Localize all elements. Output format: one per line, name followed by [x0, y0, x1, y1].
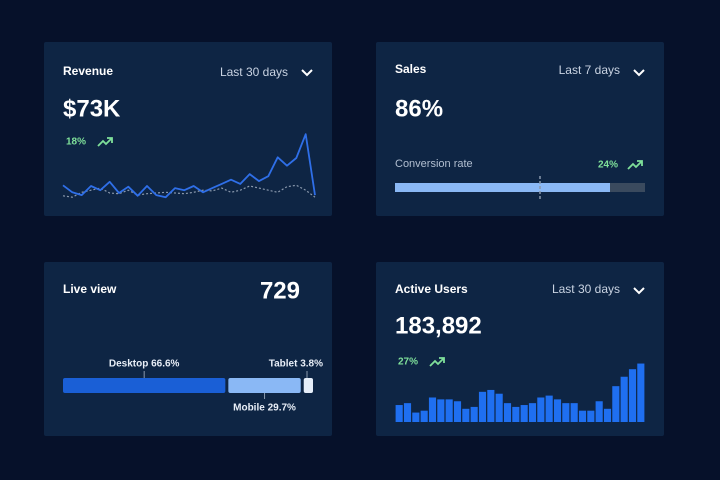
bar	[503, 403, 512, 422]
bar	[487, 389, 495, 422]
bar	[553, 399, 562, 422]
bar	[420, 410, 428, 422]
period-select[interactable]: Last 30 days	[552, 282, 620, 296]
chevron[interactable]	[633, 287, 645, 295]
bar	[412, 412, 420, 422]
bar	[445, 399, 453, 422]
card-title: Revenue	[63, 64, 113, 78]
bar	[587, 410, 595, 422]
trend-icon	[429, 357, 445, 367]
bar	[512, 406, 520, 422]
bar	[545, 395, 553, 422]
bar	[395, 405, 403, 422]
progress-fill	[395, 183, 610, 192]
card-value: 86%	[395, 95, 443, 122]
change: 24%	[598, 160, 618, 171]
line-series	[62, 133, 316, 199]
bar	[495, 393, 503, 422]
segment	[228, 378, 301, 393]
bar	[428, 397, 437, 422]
progress-label: Conversion rate	[395, 158, 473, 170]
bar	[453, 401, 462, 422]
change: 18%	[66, 137, 86, 148]
bar	[478, 391, 487, 422]
line-series	[62, 184, 316, 198]
card-title: Live view	[63, 282, 117, 296]
segment-label: Desktop 66.6%	[109, 359, 180, 370]
card-value: $73K	[63, 95, 121, 122]
bar	[578, 410, 587, 422]
bar	[437, 399, 445, 422]
card-value: 729	[260, 277, 300, 304]
card-value: 183,892	[395, 312, 482, 339]
chevron[interactable]	[301, 69, 313, 77]
bar	[570, 403, 578, 422]
period-select[interactable]: Last 7 days	[559, 63, 620, 77]
card	[44, 42, 332, 216]
segment	[63, 378, 226, 393]
chevron[interactable]	[633, 69, 645, 77]
card-title: Sales	[395, 62, 427, 76]
period-select[interactable]: Last 30 days	[220, 65, 288, 79]
card	[376, 262, 664, 436]
bar	[537, 397, 545, 422]
bar	[403, 403, 412, 422]
bar	[595, 401, 603, 422]
bar	[603, 408, 612, 422]
bar	[562, 403, 570, 422]
segment-label: Tablet 3.8%	[269, 359, 323, 370]
trend-icon	[627, 160, 643, 170]
bar	[628, 369, 637, 422]
bar	[520, 405, 528, 422]
bar	[470, 406, 478, 422]
bar	[620, 376, 628, 422]
bar	[528, 403, 537, 422]
segment-label: Mobile 29.7%	[233, 403, 296, 414]
card	[376, 42, 664, 216]
trend-icon	[97, 137, 113, 147]
card-title: Active Users	[395, 282, 468, 296]
bar	[462, 408, 470, 422]
segment	[303, 378, 313, 393]
change: 27%	[398, 357, 418, 368]
bar	[612, 386, 620, 422]
bar	[637, 363, 645, 422]
